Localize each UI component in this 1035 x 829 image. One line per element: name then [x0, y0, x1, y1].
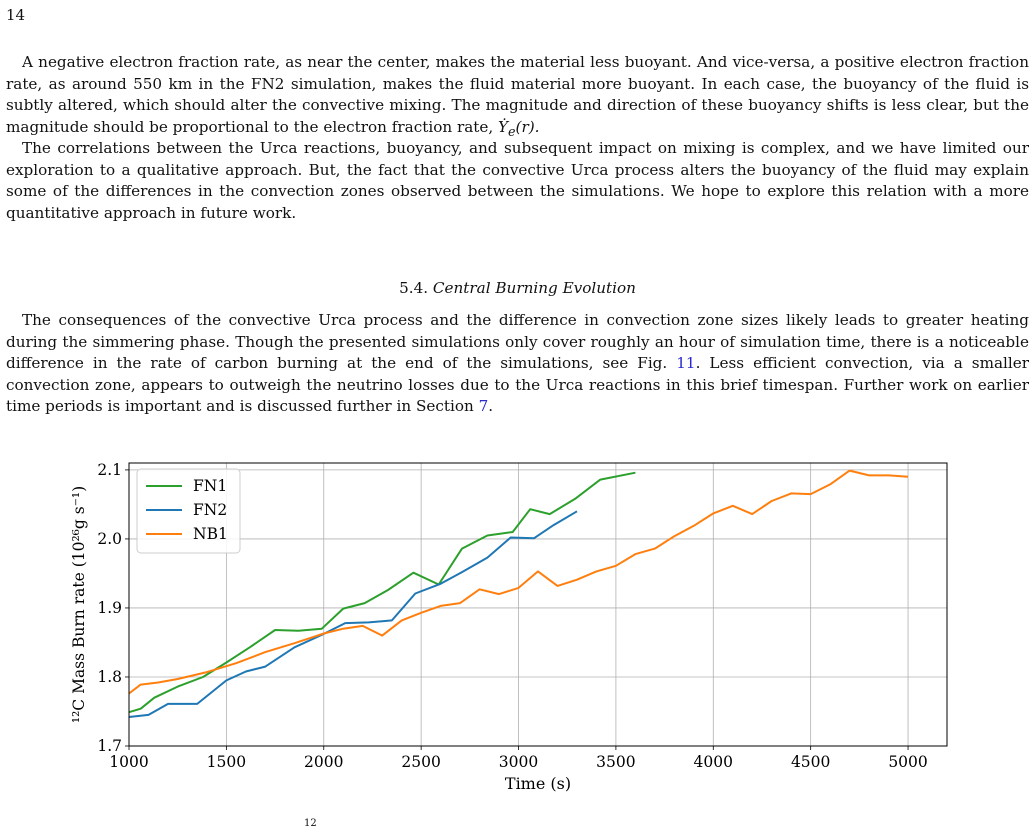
plot-frame [128, 462, 948, 747]
series-line-fn2 [128, 510, 578, 718]
section-number: 5.4. [399, 279, 429, 297]
x-tick-label: 2000 [304, 753, 343, 771]
paragraph-text-c: . [488, 397, 494, 415]
x-tick-label: 1000 [109, 753, 148, 771]
section-title: Central Burning Evolution [432, 279, 636, 297]
x-tick-label: 5000 [888, 753, 927, 771]
legend-label: FN2 [193, 501, 227, 519]
chart-series [128, 469, 909, 718]
paragraph-text: A negative electron fraction rate, as ne… [6, 53, 1029, 136]
electron-fraction-rate-subscript: e [508, 123, 516, 139]
paragraph-text-a: The consequences of the convective Urca … [6, 311, 1029, 372]
x-tick-label: 3000 [499, 753, 538, 771]
page-number: 14 [6, 6, 26, 24]
x-tick-label: 3500 [596, 753, 635, 771]
y-tick-label: 2.0 [97, 530, 122, 548]
series-line-fn1 [128, 471, 636, 714]
legend-box [136, 468, 241, 554]
electron-fraction-rate-symbol: Ẏ [498, 117, 509, 136]
section-heading: 5.4. Central Burning Evolution [0, 279, 1035, 297]
y-axis-label: ¹²C Mass Burn rate (10²⁶g s⁻¹) [70, 486, 88, 723]
legend-label: NB1 [193, 525, 228, 543]
paragraph-text-b: . Less efficient convection, via a small… [6, 354, 1029, 415]
y-tick-label: 1.8 [97, 668, 122, 686]
paragraph-correlations: The correlations between the Urca reacti… [6, 139, 1029, 222]
legend-label: FN1 [193, 477, 227, 495]
electron-fraction-rate-argument: (r). [515, 117, 540, 136]
x-tick-label: 1500 [207, 753, 246, 771]
y-tick-label: 2.1 [97, 461, 122, 479]
chart-ticks: 1000 1500 2000 2500 3000 3500 4000 4500 5000 1.7 1… [97, 461, 927, 771]
chart-grid [128, 463, 947, 747]
series-line-nb1 [128, 469, 909, 695]
x-tick-label: 4500 [791, 753, 830, 771]
paragraph-buoyancy: A negative electron fraction rate, as ne… [6, 52, 1029, 142]
figure-reference-link[interactable]: 11 [676, 354, 696, 372]
section-reference-link[interactable]: 7 [478, 397, 489, 415]
x-axis-label: Time (s) [505, 774, 571, 793]
paragraph-central-burning: The consequences of the convective Urca … [6, 310, 1029, 418]
y-tick-label: 1.7 [97, 737, 122, 755]
x-tick-label: 2500 [401, 753, 440, 771]
y-tick-label: 1.9 [97, 599, 122, 617]
caption-fragment: 12 [304, 818, 317, 829]
chart-legend: FN1 FN2 NB1 [136, 468, 241, 554]
burn-rate-chart: 1000 1500 2000 2500 3000 3500 4000 4500 5000 1.7 1… [70, 461, 948, 793]
x-tick-label: 4000 [694, 753, 733, 771]
